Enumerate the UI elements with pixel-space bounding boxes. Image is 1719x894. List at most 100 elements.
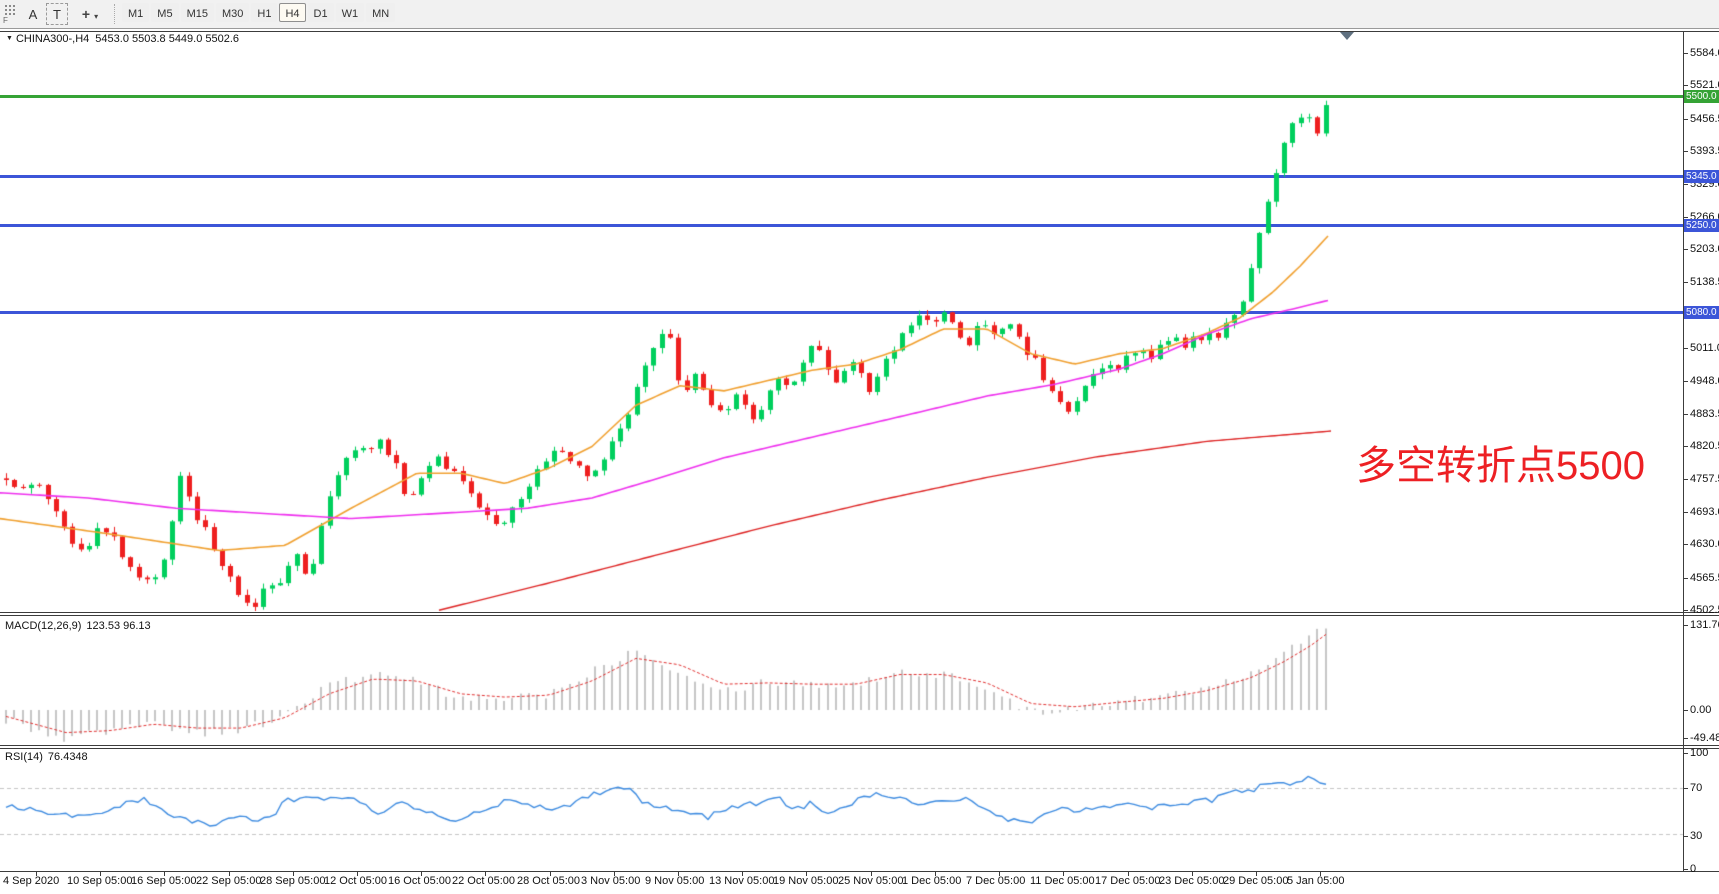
time-tick	[357, 871, 358, 876]
time-tick	[1256, 871, 1257, 876]
crosshair-icon: +	[81, 6, 91, 22]
price-tick	[1683, 348, 1688, 350]
panel-separator[interactable]	[0, 615, 1719, 616]
price-tick	[1683, 53, 1688, 54]
time-tick	[871, 871, 872, 876]
time-label: 3 Nov 05:00	[581, 875, 641, 887]
time-tick	[100, 871, 101, 876]
time-label: 13 Nov 05:00	[709, 875, 775, 887]
time-tick	[229, 871, 230, 876]
toolbar-separator	[114, 4, 115, 24]
rsi-scale-tick	[1683, 869, 1688, 870]
macd-scale-label: 0.00	[1690, 704, 1712, 716]
price-label: 4502.5	[1690, 604, 1719, 616]
grip-label: F	[3, 16, 8, 25]
macd-scale-label: 131.76	[1690, 619, 1719, 631]
timeframe-d1-button[interactable]: D1	[307, 3, 334, 22]
time-tick	[421, 871, 422, 876]
timeframe-m5-button[interactable]: M5	[151, 3, 179, 22]
time-label: 22 Sep 05:00	[196, 875, 262, 887]
price-tick	[1683, 544, 1688, 546]
cursor-tool-button[interactable]: + ▾	[72, 3, 108, 25]
price-label: 5393.5	[1690, 145, 1719, 158]
price-label: 4948.0	[1690, 374, 1719, 387]
price-label: 5521.0	[1690, 79, 1719, 92]
rsi-value: 76.4348	[47, 751, 88, 763]
time-tick	[1063, 871, 1064, 876]
annotation-text: 多空转折点5500	[1356, 444, 1645, 488]
time-tick	[1320, 871, 1321, 876]
chart-shift-marker-icon[interactable]	[1340, 32, 1354, 40]
time-tick	[550, 871, 551, 876]
price-tick	[1683, 184, 1688, 186]
macd-scale-tick	[1683, 710, 1688, 711]
price-tick	[1683, 282, 1688, 284]
time-tick	[806, 871, 807, 876]
chart-ohlc-readout: ▼ CHINA300-,H4 5453.0 5503.8 5449.0 5502.6	[6, 33, 239, 45]
price-label: 4883.5	[1690, 407, 1719, 420]
price-line-badge: 5080.0	[1684, 306, 1719, 320]
time-tick	[935, 871, 936, 876]
price-tick	[1683, 610, 1688, 611]
time-label: 12 Oct 05:00	[324, 875, 387, 887]
panel-separator[interactable]	[0, 612, 1719, 613]
time-axis-line	[0, 871, 1719, 872]
price-tick	[1683, 511, 1688, 513]
price-label: 5584.0	[1690, 47, 1719, 59]
panel-separator[interactable]	[0, 748, 1719, 749]
price-label: 4565.5	[1690, 571, 1719, 584]
time-label: 17 Dec 05:00	[1095, 875, 1161, 887]
rsi-indicator-label: RSI(14) 76.4348	[5, 751, 93, 763]
timeframe-h4-button[interactable]: H4	[279, 3, 306, 22]
price-line-badge: 5345.0	[1684, 169, 1719, 183]
timeframe-h1-button[interactable]: H1	[251, 3, 278, 22]
timeframe-m1-button[interactable]: M1	[122, 3, 150, 22]
price-label: 5011.0	[1690, 342, 1719, 355]
time-label: 19 Nov 05:00	[773, 875, 839, 887]
time-label: 7 Dec 05:00	[966, 875, 1026, 887]
time-label: 9 Nov 05:00	[645, 875, 705, 887]
rsi-scale-tick	[1683, 788, 1688, 789]
time-tick	[999, 871, 1000, 876]
time-label: 28 Oct 05:00	[517, 875, 580, 887]
macd-values: 123.53 96.13	[86, 620, 151, 632]
price-label: 4693.0	[1690, 505, 1719, 518]
chart-ohlc-values: 5453.0 5503.8 5449.0 5502.6	[95, 33, 240, 45]
time-label: 1 Dec 05:00	[902, 875, 962, 887]
price-label: 5456.5	[1690, 112, 1719, 125]
toolbar: F A T + ▾ M1 M5 M15 M30 H1 H4 D1 W1 MN	[0, 0, 1719, 29]
macd-scale-tick	[1683, 625, 1688, 626]
panel-separator[interactable]	[0, 745, 1719, 746]
price-tick	[1683, 413, 1688, 415]
price-label: 4820.5	[1690, 440, 1719, 453]
price-line-badge: 5250.0	[1684, 218, 1719, 232]
price-axis-line	[1683, 31, 1684, 871]
time-label: 5 Jan 05:00	[1287, 875, 1345, 887]
time-tick	[164, 871, 165, 876]
grip-dots-icon	[5, 5, 7, 7]
time-label: 28 Sep 05:00	[260, 875, 326, 887]
text-tool-button[interactable]: T	[46, 3, 68, 25]
timeframe-w1-button[interactable]: W1	[335, 3, 365, 22]
rsi-scale-label: 100	[1690, 747, 1709, 759]
arrow-text-button[interactable]: A	[22, 3, 44, 25]
time-tick	[1128, 871, 1129, 876]
chart-top-border	[0, 31, 1719, 32]
timeframe-m30-button[interactable]: M30	[215, 3, 250, 22]
rsi-scale-tick	[1683, 753, 1688, 754]
time-tick	[742, 871, 743, 876]
time-label: 23 Dec 05:00	[1159, 875, 1225, 887]
time-tick	[36, 871, 37, 876]
macd-scale-tick	[1683, 738, 1688, 739]
rsi-scale-tick	[1683, 836, 1688, 837]
price-tick	[1683, 380, 1688, 382]
toolbar-grip-icon: F	[3, 4, 17, 25]
price-tick	[1683, 151, 1688, 153]
time-label: 16 Oct 05:00	[388, 875, 451, 887]
time-tick	[485, 871, 486, 876]
timeframe-m15-button[interactable]: M15	[180, 3, 214, 22]
price-line-badge: 5500.0	[1684, 89, 1719, 103]
chevron-down-icon: ▾	[94, 12, 99, 21]
timeframe-mn-button[interactable]: MN	[366, 3, 396, 22]
